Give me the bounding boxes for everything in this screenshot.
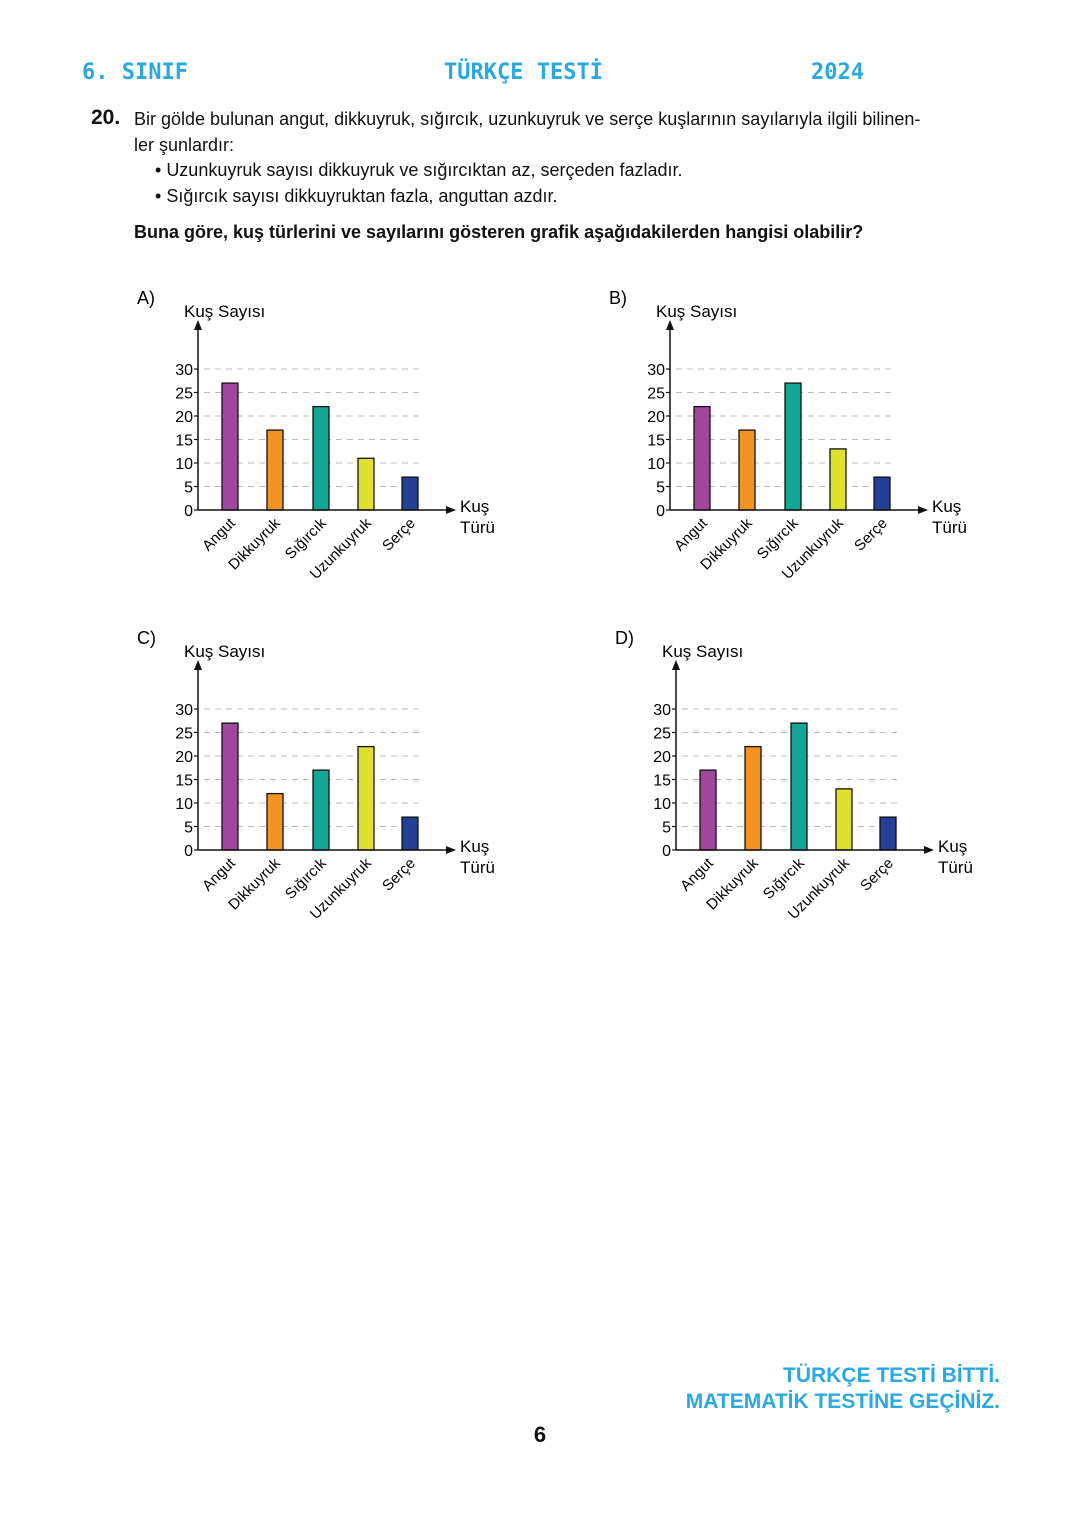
y-tick-label: 0 [184, 503, 193, 520]
y-tick-label: 20 [647, 409, 665, 426]
bar-uzunkuyruk [357, 745, 375, 851]
bar-serçe [401, 816, 419, 851]
bar-dikkuyruk [744, 745, 762, 851]
x-axis-label-line2: Türü [932, 518, 967, 537]
y-tick-label: 5 [656, 480, 665, 497]
y-tick-label: 5 [184, 820, 193, 837]
footer-line-1: TÜRKÇE TESTİ BİTTİ. [783, 1364, 1000, 1387]
y-tick-label: 25 [175, 726, 193, 743]
question-prompt: Buna göre, kuş türlerini ve sayılarını g… [134, 222, 864, 242]
y-tick-label: 30 [647, 362, 665, 379]
x-axis-label-line1: Kuş [460, 497, 489, 516]
option-label: D) [615, 630, 634, 648]
y-axis-arrow-icon [672, 660, 680, 670]
x-tick-label: Serçe [379, 515, 419, 555]
question-number: 20. [91, 106, 121, 129]
bar-serçe [873, 476, 891, 511]
y-tick-label: 20 [175, 409, 193, 426]
x-tick-label: Angut [199, 514, 239, 554]
year-label: 2024 [811, 60, 864, 85]
footer-line-2: MATEMATİK TESTİNE GEÇİNİZ. [685, 1390, 1000, 1413]
y-tick-label: 15 [175, 433, 193, 450]
x-axis-arrow-icon [446, 846, 456, 854]
y-tick-label: 10 [647, 456, 665, 473]
y-tick-label: 10 [175, 796, 193, 813]
x-axis-label-line1: Kuş [938, 837, 967, 856]
bar-uzunkuyruk [357, 457, 375, 511]
y-axis-label: Kuş Sayısı [656, 302, 737, 321]
x-axis-label-line1: Kuş [932, 497, 961, 516]
y-tick-label: 25 [653, 726, 671, 743]
y-tick-label: 15 [647, 433, 665, 450]
x-tick-label: Angut [677, 854, 717, 894]
y-tick-label: 15 [653, 773, 671, 790]
test-title: TÜRKÇE TESTİ [444, 60, 603, 85]
chart-option-b[interactable]: B)Kuş Sayısı051015202530AngutDikkuyrukSı… [602, 290, 992, 610]
bullet-text: Uzunkuyruk sayısı dikkuyruk ve sığırcıkt… [166, 160, 683, 180]
y-tick-label: 30 [175, 702, 193, 719]
bar-uzunkuyruk [835, 788, 853, 851]
y-tick-label: 10 [175, 456, 193, 473]
x-axis-label-line2: Türü [460, 858, 495, 877]
bar-dikkuyruk [266, 792, 284, 851]
bar-angut [699, 769, 717, 851]
bullet-1: • Uzunkuyruk sayısı dikkuyruk ve sığırcı… [155, 160, 683, 180]
y-tick-label: 25 [647, 386, 665, 403]
chart-option-d[interactable]: D)Kuş Sayısı051015202530AngutDikkuyrukSı… [608, 630, 998, 950]
x-axis-arrow-icon [918, 506, 928, 514]
y-tick-label: 0 [656, 503, 665, 520]
y-axis-arrow-icon [194, 320, 202, 330]
bar-dikkuyruk [266, 429, 284, 511]
page-number: 6 [533, 1422, 547, 1447]
x-axis-label-line1: Kuş [460, 837, 489, 856]
bar-angut [221, 722, 239, 851]
x-axis-arrow-icon [924, 846, 934, 854]
bar-sığırcık [312, 405, 330, 511]
bar-serçe [401, 476, 419, 511]
x-tick-label: Serçe [857, 855, 897, 895]
y-axis-label: Kuş Sayısı [184, 642, 265, 661]
y-axis-label: Kuş Sayısı [662, 642, 743, 661]
x-axis-arrow-icon [446, 506, 456, 514]
bar-sığırcık [784, 382, 802, 511]
x-tick-label: Serçe [851, 515, 891, 555]
bar-angut [693, 405, 711, 511]
grade-label: 6. SINIF [82, 60, 188, 85]
y-axis-arrow-icon [194, 660, 202, 670]
bar-serçe [879, 816, 897, 851]
bullet-2: • Sığırcık sayısı dikkuyruktan fazla, an… [155, 186, 558, 206]
x-tick-label: Angut [199, 854, 239, 894]
bar-angut [221, 382, 239, 511]
y-tick-label: 0 [662, 843, 671, 860]
y-tick-label: 30 [175, 362, 193, 379]
y-axis-arrow-icon [666, 320, 674, 330]
footer-note: TÜRKÇE TESTİ BİTTİ. MATEMATİK TESTİNE GE… [686, 1363, 1000, 1415]
chart-option-c[interactable]: C)Kuş Sayısı051015202530AngutDikkuyrukSı… [130, 630, 520, 950]
bar-sığırcık [790, 722, 808, 851]
x-axis-label-line2: Türü [938, 858, 973, 877]
y-tick-label: 0 [184, 843, 193, 860]
y-tick-label: 5 [662, 820, 671, 837]
y-tick-label: 20 [653, 749, 671, 766]
bar-dikkuyruk [738, 429, 756, 511]
y-tick-label: 15 [175, 773, 193, 790]
y-axis-label: Kuş Sayısı [184, 302, 265, 321]
question-intro-1: Bir gölde bulunan angut, dikkuyruk, sığı… [134, 109, 921, 129]
bullet-text: Sığırcık sayısı dikkuyruktan fazla, angu… [166, 186, 558, 206]
x-tick-label: Serçe [379, 855, 419, 895]
bar-sığırcık [312, 769, 330, 851]
question-intro-2: ler şunlardır: [134, 135, 235, 155]
option-label: A) [137, 290, 155, 308]
y-tick-label: 10 [653, 796, 671, 813]
option-label: B) [609, 290, 627, 308]
x-axis-label-line2: Türü [460, 518, 495, 537]
y-tick-label: 20 [175, 749, 193, 766]
chart-option-a[interactable]: A)Kuş Sayısı051015202530AngutDikkuyrukSı… [130, 290, 520, 610]
y-tick-label: 5 [184, 480, 193, 497]
bar-uzunkuyruk [829, 448, 847, 511]
x-tick-label: Angut [671, 514, 711, 554]
y-tick-label: 25 [175, 386, 193, 403]
option-label: C) [137, 630, 156, 648]
y-tick-label: 30 [653, 702, 671, 719]
